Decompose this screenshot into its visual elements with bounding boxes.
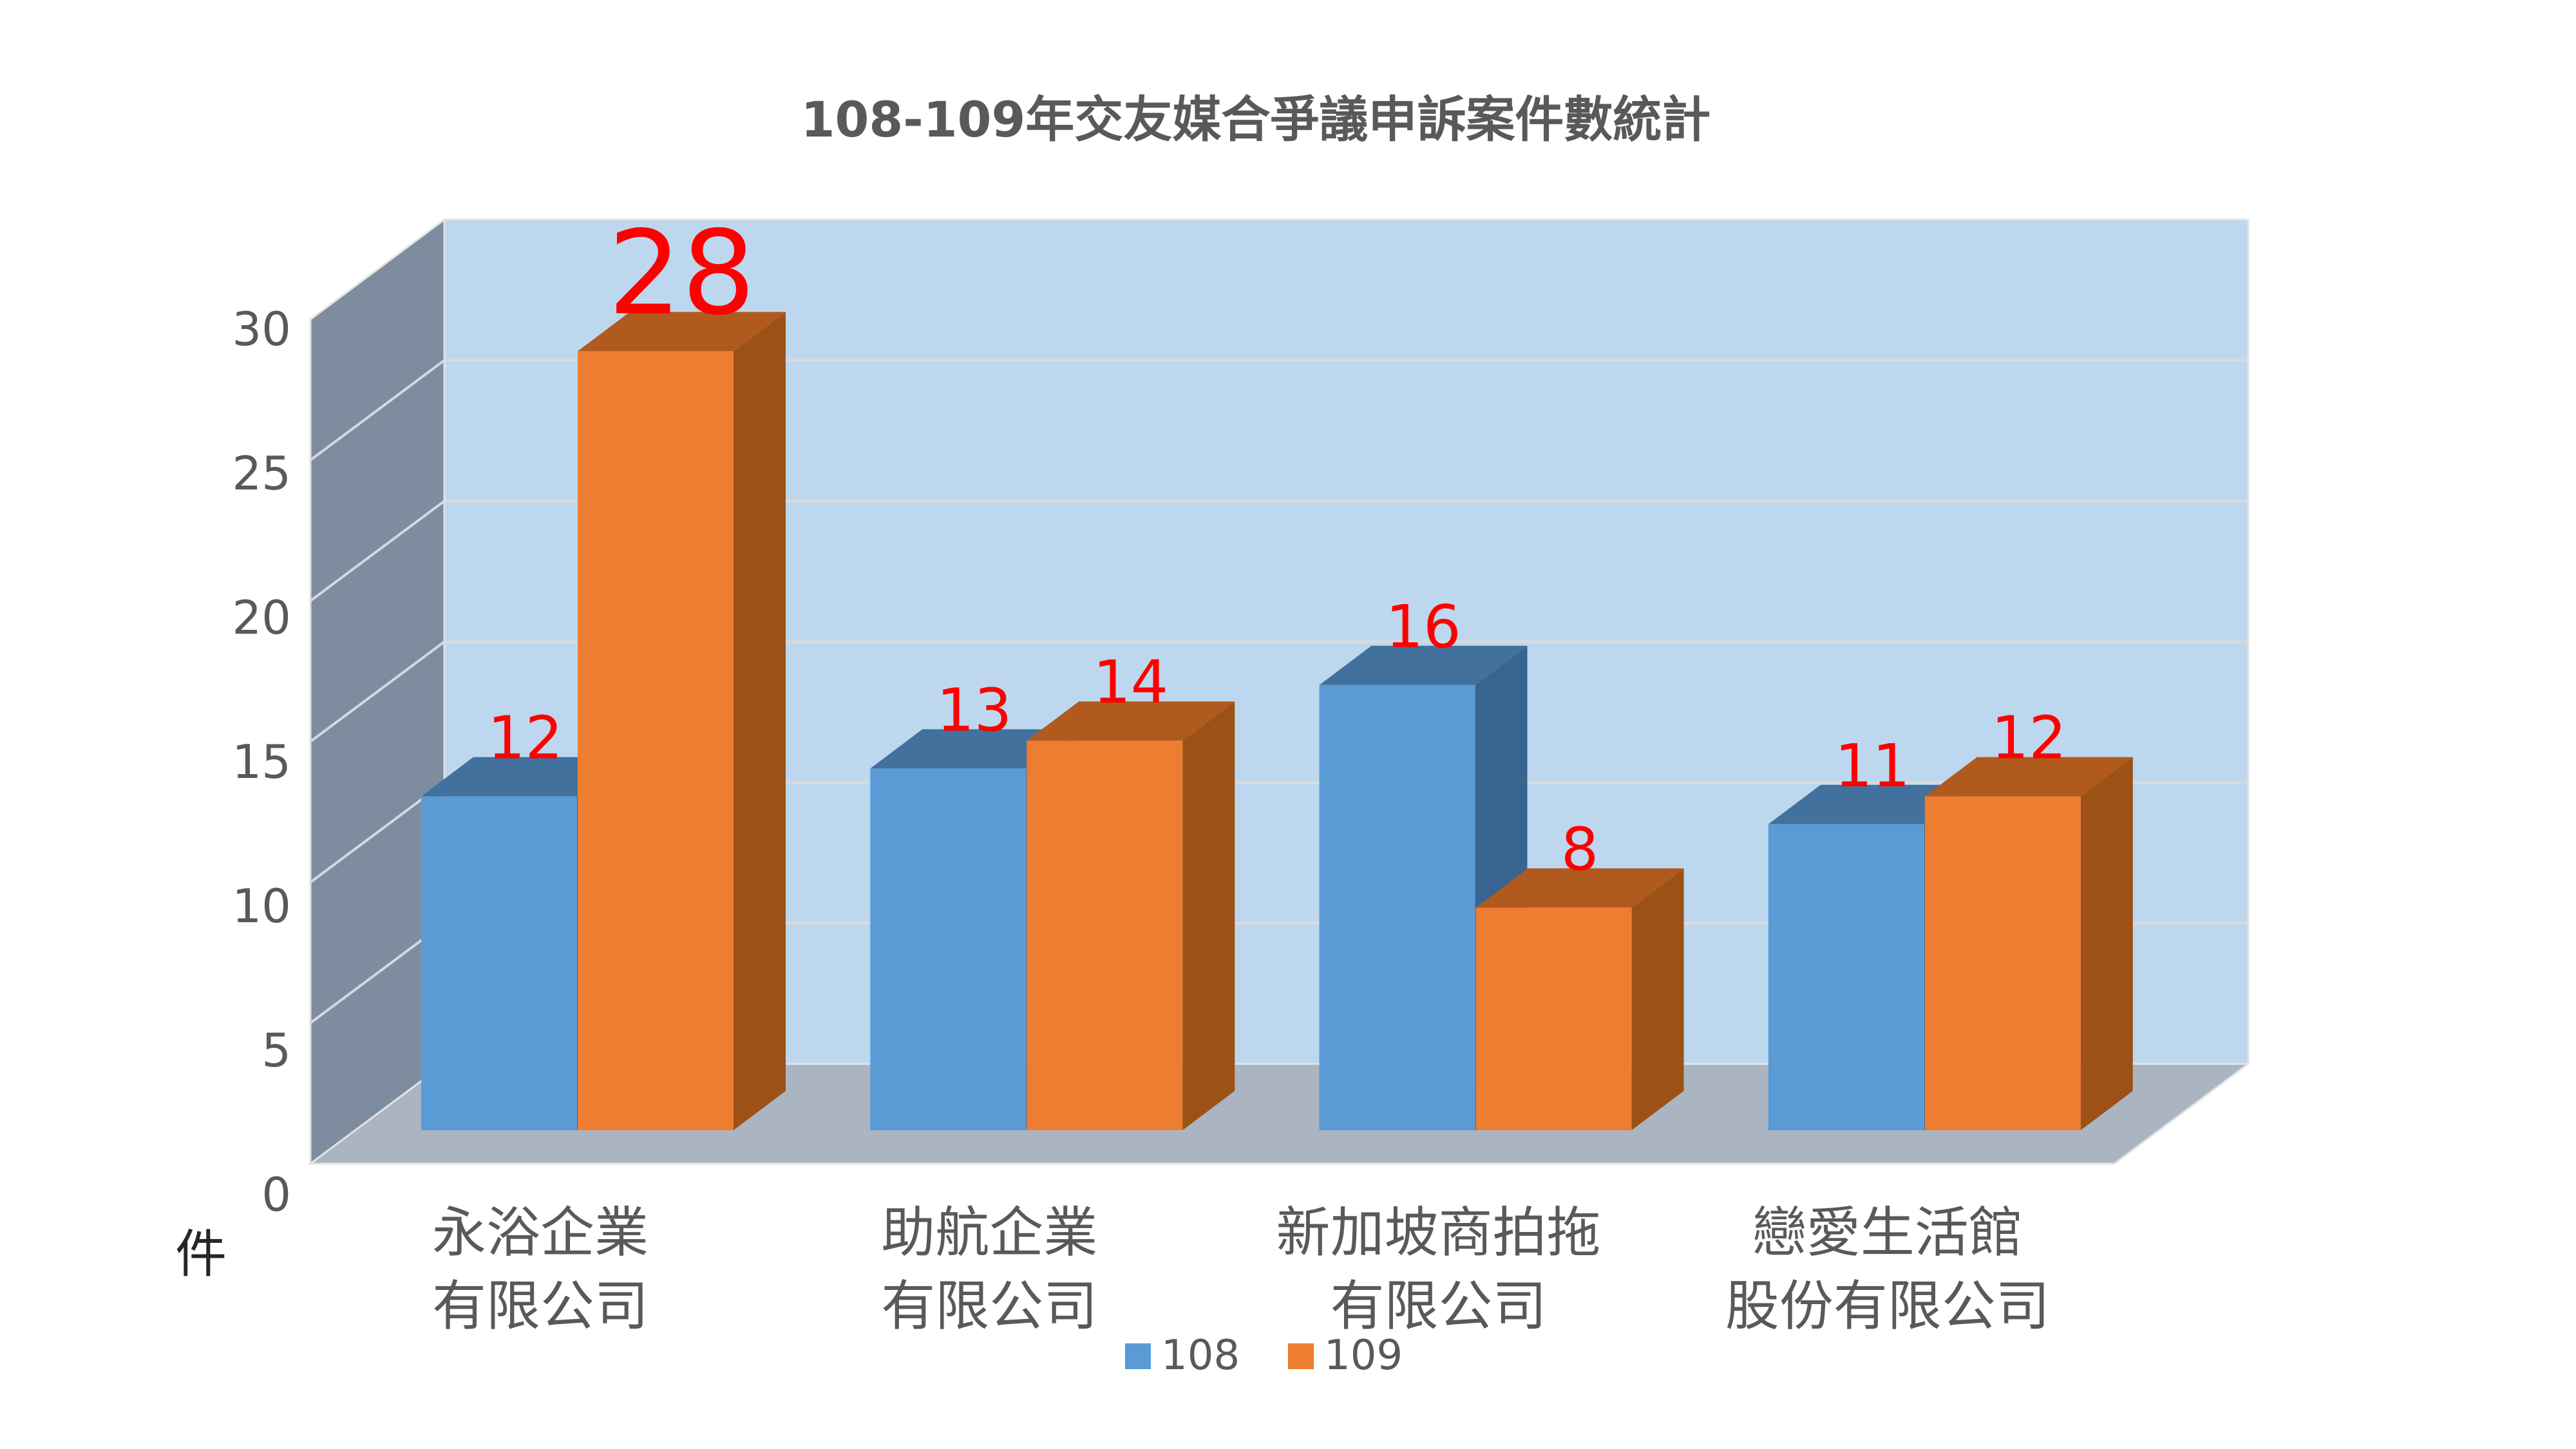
data-label-108-3: 16: [1386, 592, 1461, 661]
category-label-line1: 新加坡商拍拖: [1276, 1201, 1601, 1264]
legend-label-108: 108: [1161, 1332, 1240, 1379]
data-labels: 12 28 13 14 16 8 11 12: [488, 206, 2067, 884]
category-label-line2: 有限公司: [1331, 1274, 1547, 1338]
wall-gridline: [309, 500, 446, 602]
bar-front-face: [1475, 907, 1632, 1130]
bar-side-face: [1631, 868, 1684, 1130]
wall-gridline: [309, 640, 446, 743]
category-label-line2: 有限公司: [432, 1274, 649, 1338]
bar-109-3: [1475, 868, 1684, 1130]
bar-front-face: [578, 351, 734, 1130]
legend: 108 109: [1125, 1332, 1403, 1379]
bar-109-2: [1027, 701, 1235, 1130]
data-label-108-2: 13: [936, 676, 1012, 744]
legend-swatch-109: [1288, 1343, 1314, 1369]
bar-side-face: [1182, 701, 1235, 1130]
bar-front-face: [421, 796, 577, 1130]
data-label-108-4: 11: [1835, 732, 1910, 800]
legend-label-109: 109: [1324, 1332, 1403, 1379]
bar-side-face: [734, 312, 786, 1130]
data-label-108-1: 12: [488, 704, 563, 773]
bar-109-1: [578, 312, 786, 1130]
legend-swatch-108: [1125, 1343, 1151, 1369]
category-label-line1: 戀愛生活館: [1752, 1201, 2023, 1264]
axis-labels: 0 5 10 15 20 25 30: [232, 302, 291, 1222]
category-label-line1: 永浴企業: [432, 1201, 649, 1264]
y-tick-label: 25: [232, 446, 291, 500]
chart-bars: [421, 312, 2133, 1130]
category-label-line2: 股份有限公司: [1725, 1274, 2050, 1338]
y-tick-label: 30: [232, 302, 291, 356]
category-label-line1: 助航企業: [881, 1201, 1097, 1264]
data-label-109-3: 8: [1561, 815, 1599, 884]
wall-gridline: [309, 359, 446, 462]
y-tick-label: 15: [232, 735, 291, 789]
data-label-109-1: 28: [608, 206, 755, 341]
bar-top-face: [1924, 757, 2133, 797]
bar-top-face: [1768, 784, 1976, 824]
bar-top-face: [870, 729, 1079, 769]
data-label-109-4: 12: [1991, 704, 2067, 773]
bar-top-face: [421, 757, 629, 797]
bar-front-face: [1027, 741, 1183, 1130]
y-axis-unit-label: 件: [175, 1224, 227, 1284]
y-tick-label: 20: [232, 591, 291, 645]
data-label-109-2: 14: [1093, 648, 1168, 717]
y-tick-label: 0: [261, 1168, 291, 1222]
floor: [307, 1063, 2251, 1165]
category-label-line2: 有限公司: [881, 1274, 1097, 1338]
chart-title: 108-109年交友媒合爭議申訴案件數統計: [801, 91, 1711, 148]
bar-side-face: [2080, 757, 2133, 1130]
bar-top-face: [1475, 868, 1684, 908]
y-tick-label: 10: [232, 879, 291, 933]
bar-top-face: [578, 312, 786, 352]
bar-top-face: [1027, 701, 1235, 741]
bar-front-face: [1319, 685, 1475, 1130]
bar-front-face: [1768, 824, 1924, 1130]
y-tick-label: 5: [261, 1023, 291, 1077]
bar-front-face: [870, 768, 1027, 1130]
bar-109-4: [1924, 757, 2133, 1130]
bar-front-face: [1924, 796, 2081, 1130]
bar-top-face: [1319, 645, 1528, 685]
